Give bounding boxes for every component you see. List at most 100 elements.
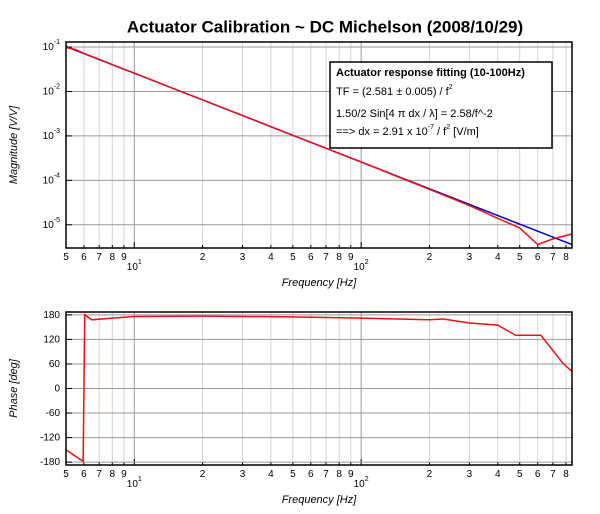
tick-label-base: 2: [427, 469, 433, 480]
annotation-superscript: 2: [449, 84, 453, 91]
plot-frame: [65, 41, 573, 249]
tick-label-base: 3: [467, 252, 473, 263]
tick-label-base: 10: [354, 479, 366, 490]
tick-label-base: 10: [43, 42, 55, 53]
tick-label-exponent: -4: [54, 172, 60, 179]
x-tick-label: 9: [121, 469, 127, 480]
annotation-superscript: 2: [446, 124, 450, 131]
tick-label-base: 10: [43, 219, 55, 230]
x-tick-label: 6: [308, 252, 314, 263]
x-tick-label: 4: [495, 469, 501, 480]
tick-label-base: 10: [354, 262, 366, 273]
y-tick-label: 10-3: [43, 128, 60, 142]
x-tick-label: 4: [495, 252, 501, 263]
tick-label-base: 7: [550, 469, 556, 480]
chart-title: Actuator Calibration ~ DC Michelson (200…: [127, 17, 523, 36]
tick-label-base: 8: [110, 252, 116, 263]
tick-label-base: 10: [127, 479, 139, 490]
x-tick-label: 9: [121, 252, 127, 263]
tick-label-base: 3: [240, 469, 246, 480]
tick-label-base: 5: [517, 469, 523, 480]
x-tick-label: 3: [240, 469, 246, 480]
tick-label-base: 4: [495, 469, 501, 480]
tick-label-exponent: 1: [138, 259, 142, 266]
x-tick-label: 7: [96, 252, 102, 263]
tick-label-base: 7: [96, 469, 102, 480]
annotation-line: ==> dx = 2.91 x 10-7 / f2 [V/m]: [336, 124, 479, 138]
x-tick-label: 6: [81, 252, 87, 263]
tick-label-base: 7: [550, 252, 556, 263]
y-axis-label: Magnitude [V/V]: [8, 105, 20, 184]
tick-label-base: 8: [336, 252, 342, 263]
tick-label-base: 7: [323, 469, 329, 480]
tick-label-exponent: -5: [54, 217, 60, 224]
tick-label-base: 180: [43, 310, 60, 321]
tick-label-base: 5: [63, 252, 69, 263]
tick-label-base: 10: [43, 86, 55, 97]
x-tick-label: 9: [348, 252, 354, 263]
annotation-text: / f: [434, 126, 447, 138]
tick-label-exponent: -2: [54, 83, 60, 90]
x-tick-label: 7: [96, 469, 102, 480]
tick-label-base: 5: [290, 252, 296, 263]
x-tick-label: 5: [63, 469, 69, 480]
tick-label-base: 7: [96, 252, 102, 263]
x-tick-label: 101: [127, 476, 142, 490]
tick-label-base: 5: [63, 469, 69, 480]
y-tick-label: 180: [43, 310, 60, 321]
y-tick-label: -120: [40, 432, 60, 443]
tick-label-base: 6: [535, 469, 541, 480]
x-tick-label: 2: [200, 252, 206, 263]
tick-label-base: 6: [308, 252, 314, 263]
tick-label-base: 3: [240, 252, 246, 263]
y-tick-label: 10-4: [43, 172, 60, 186]
y-tick-label: 10-2: [43, 83, 60, 97]
tick-label-base: 120: [43, 334, 60, 345]
x-tick-label: 6: [535, 252, 541, 263]
annotation-line: Actuator response fitting (10-100Hz): [336, 67, 525, 79]
x-tick-label: 8: [563, 252, 569, 263]
y-tick-label: -60: [46, 408, 61, 419]
annotation-text: Actuator response fitting (10-100Hz): [336, 67, 525, 79]
x-tick-label: 4: [268, 252, 274, 263]
y-tick-label: 10-1: [43, 39, 60, 53]
tick-label-base: 8: [110, 469, 116, 480]
tick-label-base: 10: [43, 131, 55, 142]
tick-label-base: 5: [290, 469, 296, 480]
tick-label-base: 0: [54, 383, 60, 394]
y-axis-label: Phase [deg]: [8, 358, 20, 418]
series-line: [65, 46, 573, 246]
x-tick-label: 6: [81, 469, 87, 480]
y-tick-label: 60: [49, 359, 61, 370]
tick-label-base: 2: [200, 252, 206, 263]
annotation-text: [V/m]: [450, 126, 479, 138]
x-tick-label: 8: [110, 252, 116, 263]
tick-label-base: -60: [46, 408, 61, 419]
annotation-text: ==> dx = 2.91 x 10: [336, 126, 428, 138]
series-line: [65, 313, 573, 463]
tick-label-exponent: -1: [54, 39, 60, 46]
tick-label-base: 6: [308, 469, 314, 480]
x-tick-label: 7: [323, 252, 329, 263]
x-tick-label: 2: [427, 252, 433, 263]
x-tick-label: 101: [127, 259, 142, 273]
x-tick-label: 2: [427, 469, 433, 480]
x-tick-label: 7: [550, 469, 556, 480]
y-tick-label: 120: [43, 334, 60, 345]
tick-label-base: 7: [323, 252, 329, 263]
tick-label-exponent: -3: [54, 128, 60, 135]
tick-label-base: 4: [268, 252, 274, 263]
tick-label-exponent: 2: [365, 476, 369, 483]
tick-label-base: 9: [121, 252, 127, 263]
tick-label-base: 9: [348, 469, 354, 480]
plot-frame: [65, 311, 573, 466]
x-tick-label: 102: [354, 476, 369, 490]
tick-label-base: 6: [81, 469, 87, 480]
y-tick-label: 0: [54, 383, 60, 394]
annotation-box: [329, 61, 553, 149]
annotation-text: 1.50/2 Sin[4 π dx / λ] = 2.58/f^-2: [336, 108, 493, 120]
tick-label-base: 6: [535, 252, 541, 263]
tick-label-base: 60: [49, 359, 61, 370]
tick-label-base: 2: [200, 469, 206, 480]
